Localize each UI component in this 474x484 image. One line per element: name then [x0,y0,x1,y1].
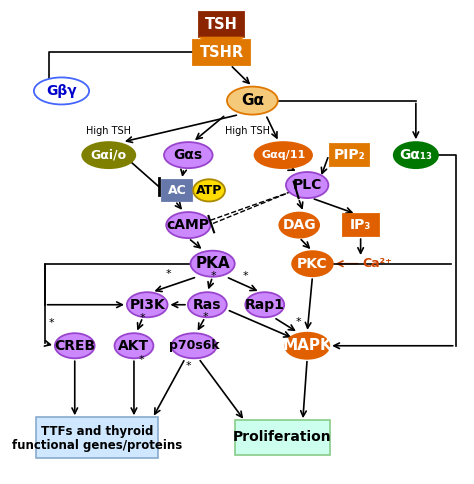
Text: *: * [138,355,144,364]
Text: functional genes/proteins: functional genes/proteins [12,439,182,452]
Text: IP₃: IP₃ [350,218,371,232]
Text: *: * [203,313,209,322]
Text: DAG: DAG [283,218,316,232]
FancyBboxPatch shape [193,40,250,65]
Text: Gαq/11: Gαq/11 [261,150,305,160]
Text: Ca²⁺: Ca²⁺ [362,257,392,270]
Text: AKT: AKT [118,339,149,353]
Text: PKA: PKA [195,256,230,271]
Ellipse shape [55,333,95,358]
Text: ATP: ATP [196,184,222,197]
Ellipse shape [286,172,328,198]
Ellipse shape [394,142,438,168]
Text: Gαs: Gαs [174,148,203,162]
Polygon shape [200,37,244,47]
Ellipse shape [172,333,217,358]
Text: PKC: PKC [297,257,328,271]
FancyBboxPatch shape [36,417,158,458]
Text: High TSH: High TSH [86,126,131,136]
Ellipse shape [246,292,284,318]
Text: cAMP: cAMP [167,218,210,232]
Text: Ras: Ras [193,298,221,312]
Ellipse shape [227,87,278,115]
Text: TSHR: TSHR [200,45,244,60]
Text: *: * [186,361,191,371]
Text: PIP₂: PIP₂ [334,148,365,162]
Text: *: * [49,318,55,329]
FancyBboxPatch shape [162,180,192,201]
Text: *: * [243,272,249,281]
Text: AC: AC [168,184,187,197]
Text: TTFs and thyroid: TTFs and thyroid [41,425,153,438]
Ellipse shape [292,251,333,276]
Ellipse shape [82,142,135,168]
Text: TSH: TSH [205,17,238,32]
FancyBboxPatch shape [235,420,330,455]
Ellipse shape [285,333,329,359]
FancyBboxPatch shape [343,214,379,236]
Text: Gαi/o: Gαi/o [91,149,127,162]
Ellipse shape [127,292,167,318]
Text: *: * [296,318,302,328]
Text: MAPK: MAPK [283,338,332,353]
Ellipse shape [193,179,225,201]
Text: p70s6k: p70s6k [169,339,219,352]
Text: *: * [165,269,171,279]
Ellipse shape [164,142,213,168]
Ellipse shape [166,212,210,238]
Text: *: * [139,313,145,323]
Text: Rap1: Rap1 [245,298,285,312]
Ellipse shape [279,212,319,238]
Ellipse shape [115,333,154,358]
Text: Proliferation: Proliferation [233,430,332,444]
FancyBboxPatch shape [330,144,369,166]
Ellipse shape [34,77,89,105]
Ellipse shape [255,142,312,168]
Ellipse shape [191,251,235,277]
Text: Gβγ: Gβγ [46,84,77,98]
Text: CREB: CREB [54,339,95,353]
Text: Gα: Gα [241,93,264,108]
FancyBboxPatch shape [200,12,244,37]
Text: High TSH: High TSH [226,126,271,136]
Text: PLC: PLC [292,178,322,192]
Text: PI3K: PI3K [129,298,165,312]
Text: Gα₁₃: Gα₁₃ [400,148,432,162]
Ellipse shape [188,292,227,318]
Text: *: * [210,272,216,281]
